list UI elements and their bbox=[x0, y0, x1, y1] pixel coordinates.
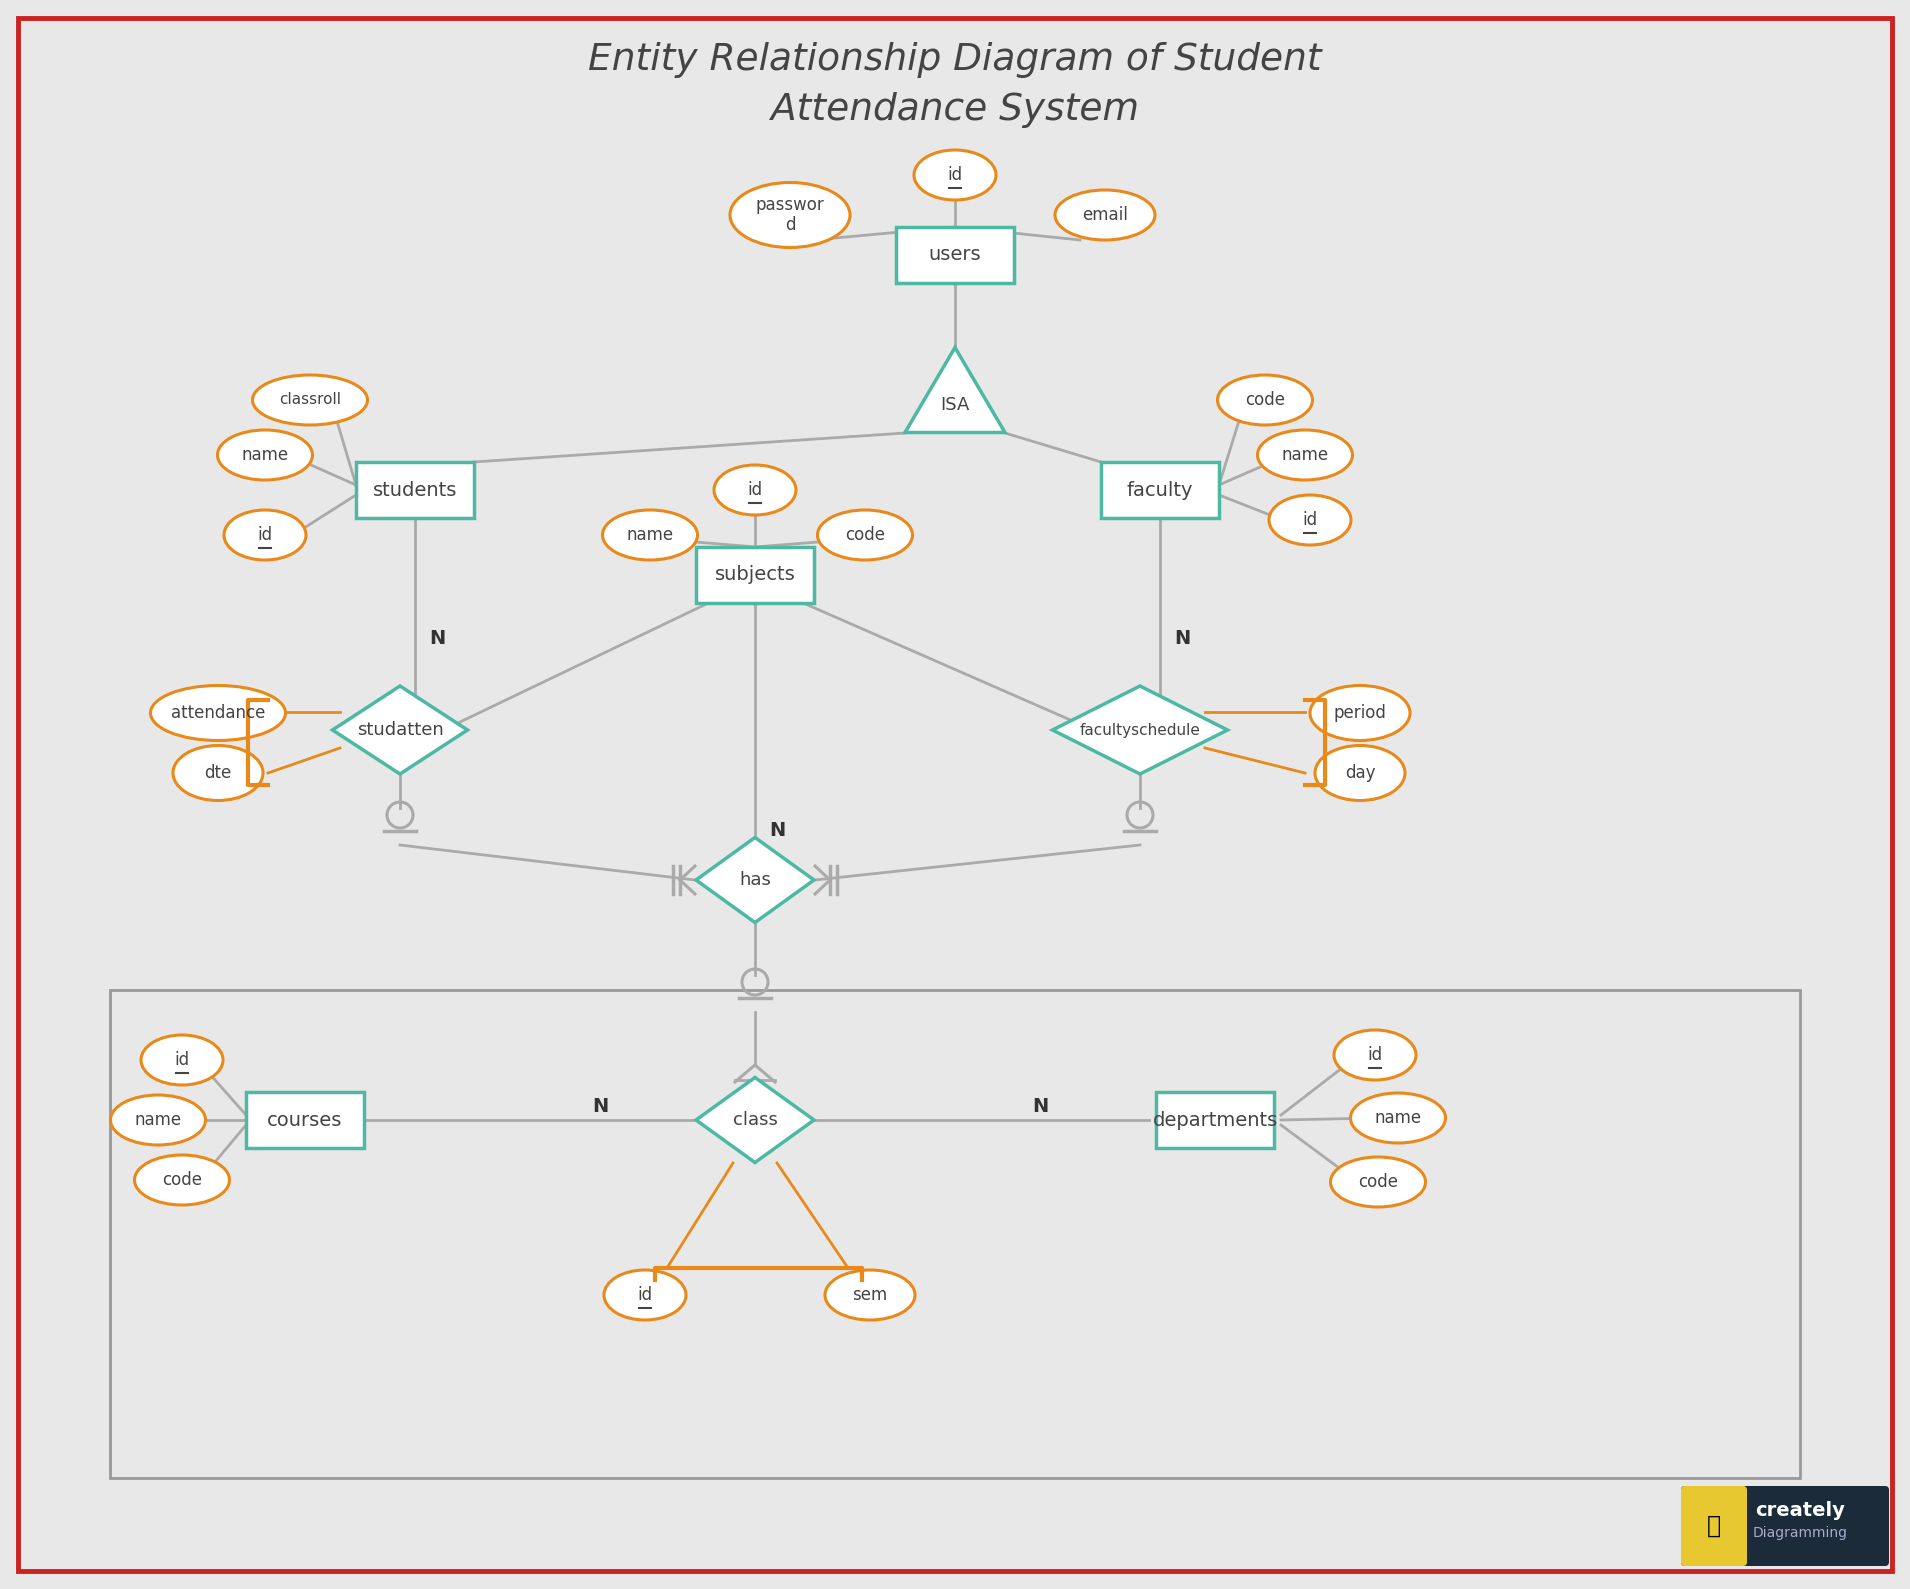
Text: code: code bbox=[844, 526, 884, 543]
Ellipse shape bbox=[1314, 745, 1406, 801]
Text: 💡: 💡 bbox=[1708, 1514, 1721, 1538]
Polygon shape bbox=[695, 1077, 814, 1163]
Text: N: N bbox=[1031, 1098, 1049, 1117]
Text: name: name bbox=[1375, 1109, 1421, 1127]
Ellipse shape bbox=[817, 510, 913, 559]
FancyBboxPatch shape bbox=[1100, 462, 1219, 518]
Text: sem: sem bbox=[852, 1286, 888, 1305]
Text: id: id bbox=[174, 1050, 189, 1069]
FancyBboxPatch shape bbox=[1156, 1092, 1274, 1147]
Text: N: N bbox=[770, 820, 785, 839]
Text: class: class bbox=[733, 1111, 777, 1130]
Text: departments: departments bbox=[1152, 1111, 1278, 1130]
Text: facultyschedule: facultyschedule bbox=[1079, 723, 1201, 737]
Text: has: has bbox=[739, 871, 772, 888]
Polygon shape bbox=[1052, 686, 1228, 774]
Ellipse shape bbox=[1268, 496, 1350, 545]
Ellipse shape bbox=[602, 510, 697, 559]
Polygon shape bbox=[905, 348, 1005, 432]
Ellipse shape bbox=[223, 510, 306, 559]
Ellipse shape bbox=[1333, 1030, 1415, 1081]
FancyBboxPatch shape bbox=[695, 547, 814, 602]
Text: creately: creately bbox=[1755, 1500, 1845, 1519]
Text: students: students bbox=[372, 480, 456, 499]
FancyBboxPatch shape bbox=[896, 227, 1014, 283]
Text: name: name bbox=[241, 447, 288, 464]
Text: code: code bbox=[1245, 391, 1285, 408]
Text: courses: courses bbox=[267, 1111, 342, 1130]
Ellipse shape bbox=[730, 183, 850, 248]
Text: id: id bbox=[747, 481, 762, 499]
Text: N: N bbox=[1175, 629, 1190, 647]
FancyBboxPatch shape bbox=[246, 1092, 365, 1147]
Text: N: N bbox=[592, 1098, 607, 1117]
Text: id: id bbox=[947, 165, 963, 184]
Ellipse shape bbox=[1257, 431, 1352, 480]
Text: id: id bbox=[638, 1286, 653, 1305]
Text: day: day bbox=[1345, 764, 1375, 782]
Ellipse shape bbox=[1054, 191, 1156, 240]
Text: code: code bbox=[162, 1171, 202, 1189]
Ellipse shape bbox=[218, 431, 313, 480]
Text: id: id bbox=[1303, 512, 1318, 529]
Text: studatten: studatten bbox=[357, 721, 443, 739]
Text: subjects: subjects bbox=[714, 566, 795, 585]
Text: period: period bbox=[1333, 704, 1387, 721]
Ellipse shape bbox=[111, 1095, 206, 1146]
Ellipse shape bbox=[141, 1034, 223, 1085]
Text: id: id bbox=[1368, 1046, 1383, 1065]
Text: attendance: attendance bbox=[170, 704, 265, 721]
Text: Entity Relationship Diagram of Student
Attendance System: Entity Relationship Diagram of Student A… bbox=[588, 41, 1322, 129]
Text: Diagramming: Diagramming bbox=[1753, 1525, 1847, 1540]
Ellipse shape bbox=[134, 1155, 229, 1204]
Text: faculty: faculty bbox=[1127, 480, 1194, 499]
Ellipse shape bbox=[714, 466, 796, 515]
Polygon shape bbox=[695, 837, 814, 923]
Ellipse shape bbox=[1350, 1093, 1446, 1142]
Text: name: name bbox=[134, 1111, 181, 1130]
Ellipse shape bbox=[1217, 375, 1312, 424]
Text: id: id bbox=[258, 526, 273, 543]
Text: email: email bbox=[1083, 207, 1129, 224]
FancyBboxPatch shape bbox=[1681, 1486, 1748, 1567]
Ellipse shape bbox=[825, 1270, 915, 1320]
Bar bbox=[111, 990, 1799, 1478]
Ellipse shape bbox=[151, 685, 285, 740]
Ellipse shape bbox=[604, 1270, 686, 1320]
Ellipse shape bbox=[1331, 1157, 1425, 1208]
Text: name: name bbox=[626, 526, 674, 543]
Polygon shape bbox=[332, 686, 468, 774]
Text: passwor
d: passwor d bbox=[756, 195, 825, 235]
Text: ISA: ISA bbox=[940, 396, 970, 415]
Ellipse shape bbox=[915, 149, 995, 200]
Text: dte: dte bbox=[204, 764, 231, 782]
FancyBboxPatch shape bbox=[355, 462, 474, 518]
Ellipse shape bbox=[1310, 685, 1410, 740]
Text: N: N bbox=[430, 629, 445, 647]
Text: name: name bbox=[1282, 447, 1329, 464]
Text: code: code bbox=[1358, 1173, 1398, 1192]
Text: classroll: classroll bbox=[279, 392, 342, 407]
FancyBboxPatch shape bbox=[1681, 1486, 1889, 1567]
Text: users: users bbox=[928, 245, 982, 264]
Ellipse shape bbox=[252, 375, 367, 424]
Ellipse shape bbox=[174, 745, 264, 801]
